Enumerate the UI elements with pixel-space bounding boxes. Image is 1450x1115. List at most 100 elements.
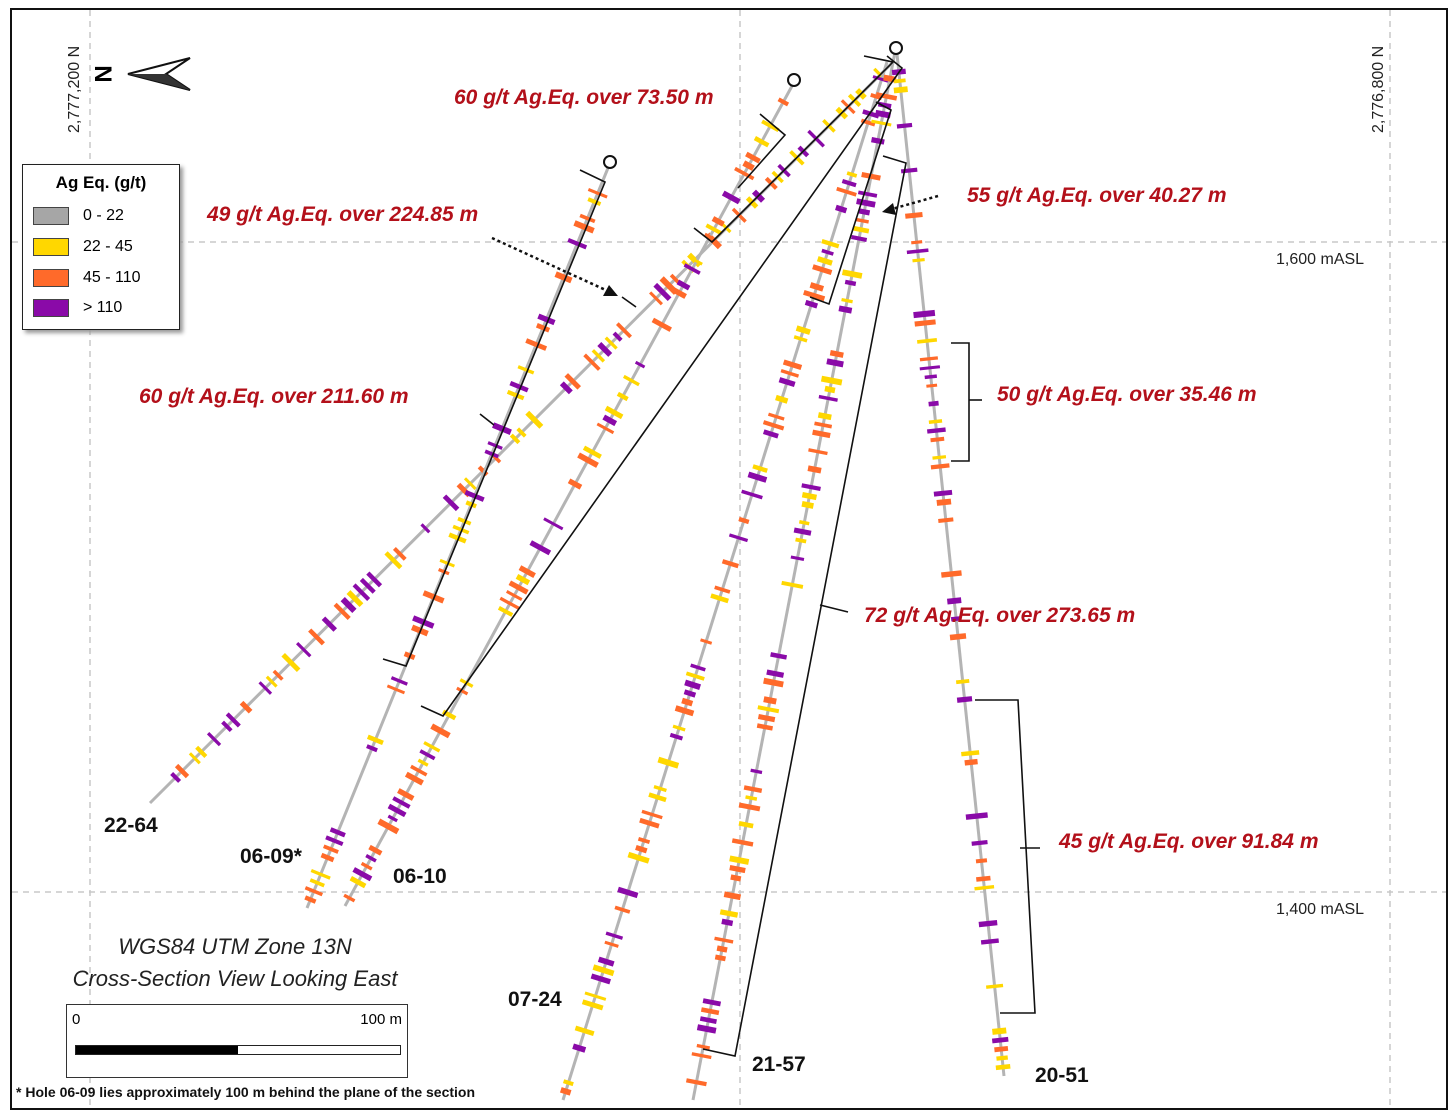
assay-tick [992, 1027, 1007, 1035]
assay-tick [419, 749, 436, 761]
assay-tick [729, 855, 750, 865]
assay-tick [714, 585, 731, 594]
assay-tick [912, 257, 925, 263]
assay-tick [841, 298, 853, 304]
assay-tick [936, 498, 952, 506]
intercept-label-91: 45 g/t Ag.Eq. over 91.84 m [1059, 830, 1319, 853]
assay-tick [812, 264, 833, 275]
assay-tick [464, 490, 485, 502]
legend-item: > 110 [33, 297, 122, 319]
hole-trace-21-57 [691, 51, 897, 1101]
assay-tick [780, 369, 800, 378]
assay-tick [996, 1055, 1009, 1061]
assay-tick [499, 596, 521, 611]
intercept-label-73: 60 g/t Ag.Eq. over 73.50 m [454, 86, 714, 109]
assay-tick [525, 410, 544, 429]
assay-tick [583, 353, 601, 371]
assay-tick [465, 500, 477, 509]
scale-bar-graphic [75, 1045, 401, 1055]
assay-tick [743, 785, 763, 794]
scale-end-label: 100 m [360, 1011, 402, 1028]
assay-tick [911, 240, 923, 245]
assay-tick [807, 465, 822, 474]
assay-tick [793, 527, 812, 536]
assay-tick [333, 602, 351, 620]
assay-tick [767, 412, 785, 421]
assay-tick [564, 373, 581, 390]
assay-tick [978, 920, 998, 928]
bracket-22-64 [693, 55, 895, 244]
assay-tick [858, 208, 871, 216]
assay-tick [826, 358, 844, 368]
assay-tick [587, 197, 602, 207]
drill-holes [148, 51, 1011, 1101]
assay-tick [844, 279, 857, 287]
assay-tick [265, 675, 278, 688]
assay-tick [941, 570, 962, 578]
assay-tick [543, 517, 564, 531]
assay-tick [841, 269, 863, 279]
assay-tick [821, 248, 834, 256]
assay-tick [684, 679, 701, 690]
northing-label-west: 2,777,200 N [66, 45, 83, 133]
legend-title: Ag Eq. (g/t) [55, 173, 147, 192]
assay-tick [206, 732, 222, 747]
assay-tick [795, 537, 807, 544]
assay-tick [857, 190, 878, 198]
assay-tick [761, 119, 780, 133]
assay-tick [690, 663, 706, 672]
assay-tick [801, 483, 821, 492]
assay-tick [537, 313, 556, 326]
assay-tick [814, 421, 833, 429]
assay-tick [605, 931, 624, 940]
assay-tick [366, 744, 378, 753]
assay-tick [906, 248, 929, 255]
assay-tick [795, 325, 811, 335]
assay-tick [829, 350, 844, 358]
assay-tick [674, 705, 695, 717]
assay-tick [747, 471, 768, 483]
elevation-label-1600: 1,600 mASL [1276, 251, 1365, 268]
assay-tick [835, 204, 848, 214]
scale-bar: 0 100 m [66, 1004, 408, 1078]
assay-tick [699, 1016, 717, 1024]
assay-tick [438, 567, 450, 576]
assay-tick [392, 547, 407, 561]
assay-tick [896, 122, 913, 129]
assay-tick [397, 788, 415, 801]
assay-tick [928, 419, 943, 425]
assay-tick [757, 714, 776, 723]
arrowhead-224 [603, 285, 618, 296]
assay-tick [617, 886, 639, 899]
arrow-40 [891, 194, 939, 211]
assay-tick [360, 861, 373, 871]
assay-tick [487, 441, 503, 450]
assay-tick [750, 768, 763, 775]
assay-tick [463, 477, 477, 490]
assay-tick [702, 998, 722, 1007]
intercept-label-224: 49 g/t Ag.Eq. over 224.85 m [207, 203, 479, 226]
assay-tick [590, 973, 611, 985]
assay-tick [349, 875, 367, 889]
assay-tick [574, 1025, 595, 1037]
assay-tick [919, 365, 941, 371]
assay-tick [366, 571, 383, 588]
assay-tick [790, 555, 805, 562]
assay-tick [710, 593, 729, 604]
assay-tick [714, 936, 734, 944]
arrowhead-40 [882, 203, 896, 215]
intercept-label-273: 72 g/t Ag.Eq. over 273.65 m [864, 604, 1136, 627]
assay-tick [696, 1043, 711, 1050]
assay-tick [420, 523, 431, 534]
assay-tick [329, 827, 346, 838]
assay-tick [582, 445, 602, 459]
assay-tick [225, 712, 241, 728]
bracket-06-10-tick [621, 296, 637, 308]
assay-tick [955, 678, 970, 685]
assay-tick [592, 964, 615, 977]
assay-tick [309, 878, 325, 888]
assay-tick [597, 342, 613, 357]
map-frame [10, 8, 1448, 1110]
assay-tick [808, 448, 828, 456]
assay-tick [753, 136, 770, 148]
